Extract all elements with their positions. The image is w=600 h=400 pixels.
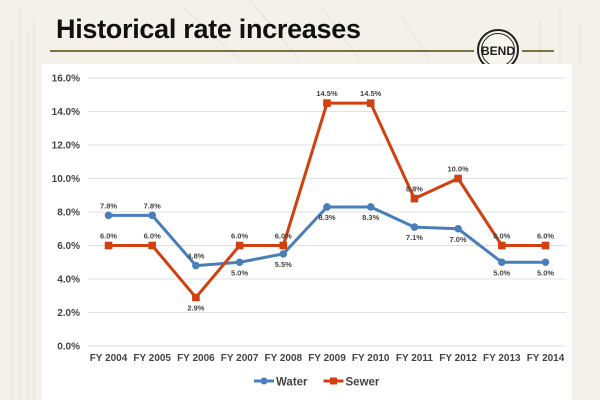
y-tick-label: 12.0% <box>52 141 80 152</box>
water-data-label: 5.0% <box>537 268 554 277</box>
y-tick-label: 16.0% <box>52 74 80 85</box>
water-data-point <box>104 211 113 220</box>
sewer-data-point <box>454 174 462 183</box>
x-tick-label: FY 2006 <box>177 353 215 364</box>
water-data-point <box>279 250 288 258</box>
water-data-point <box>541 258 550 267</box>
sewer-data-label: 6.0% <box>493 232 510 241</box>
water-data-point <box>410 223 419 231</box>
water-data-label: 5.0% <box>231 268 248 277</box>
sewer-data-label: 8.8% <box>406 185 423 194</box>
sewer-data-label: 6.0% <box>100 232 117 241</box>
sewer-data-point <box>410 194 419 203</box>
y-tick-label: 6.0% <box>57 241 80 252</box>
water-data-label: 7.8% <box>100 201 117 210</box>
sewer-data-point <box>104 241 113 250</box>
water-data-point <box>323 203 331 211</box>
water-data-point <box>235 258 244 267</box>
x-tick-label: FY 2005 <box>133 353 171 364</box>
chart-panel <box>42 64 572 400</box>
sewer-data-label: 6.0% <box>537 232 554 241</box>
sewer-data-point <box>366 99 375 107</box>
sewer-legend-label: Sewer <box>346 377 380 389</box>
y-tick-label: 14.0% <box>52 107 80 118</box>
water-data-label: 4.8% <box>187 252 204 261</box>
x-tick-label: FY 2010 <box>352 353 390 364</box>
x-tick-label: FY 2004 <box>90 353 128 364</box>
logo-text: BEND <box>481 44 515 58</box>
x-tick-label: FY 2008 <box>264 353 302 364</box>
water-data-point <box>366 203 375 211</box>
sewer-legend-marker <box>330 377 337 385</box>
x-tick-label: FY 2014 <box>527 353 565 364</box>
y-tick-label: 2.0% <box>57 308 80 319</box>
sewer-data-point <box>279 241 288 250</box>
sewer-data-point <box>541 241 550 250</box>
sewer-data-point <box>498 241 506 250</box>
sewer-data-label: 2.9% <box>187 303 204 312</box>
water-data-point <box>192 261 200 270</box>
x-tick-label: FY 2009 <box>308 353 346 364</box>
sewer-data-label: 6.0% <box>231 232 248 241</box>
water-legend-marker <box>260 377 268 385</box>
sewer-data-point <box>323 99 331 107</box>
title-underline-right <box>522 50 554 52</box>
water-data-label: 5.0% <box>493 268 510 277</box>
sewer-data-label: 14.5% <box>360 89 382 98</box>
sewer-data-label: 6.0% <box>144 232 161 241</box>
water-data-label: 5.5% <box>275 260 292 269</box>
y-tick-label: 0.0% <box>57 342 80 353</box>
sewer-data-label: 6.0% <box>275 232 292 241</box>
water-data-label: 7.8% <box>144 201 161 210</box>
water-data-point <box>454 224 462 233</box>
sewer-series-line <box>108 101 546 299</box>
sewer-data-point <box>148 241 156 250</box>
sewer-data-label: 14.5% <box>316 89 338 98</box>
x-tick-label: FY 2013 <box>483 353 521 364</box>
title-underline <box>50 50 474 52</box>
sewer-data-label: 10.0% <box>447 165 469 174</box>
slide-title: Historical rate increases <box>56 14 361 44</box>
y-tick-label: 4.0% <box>57 275 80 286</box>
water-data-label: 8.3% <box>318 213 335 222</box>
water-data-label: 8.3% <box>362 213 379 222</box>
y-tick-label: 10.0% <box>52 174 80 185</box>
water-legend-label: Water <box>276 377 308 389</box>
water-data-point <box>148 211 156 220</box>
y-tick-label: 8.0% <box>57 208 80 219</box>
water-data-point <box>498 258 506 267</box>
water-data-label: 7.1% <box>406 233 423 242</box>
sewer-data-point <box>235 241 244 250</box>
water-data-label: 7.0% <box>450 235 467 244</box>
x-tick-label: FY 2007 <box>221 353 259 364</box>
sewer-data-point <box>192 293 200 302</box>
x-tick-label: FY 2011 <box>396 353 434 364</box>
x-tick-label: FY 2012 <box>439 353 477 364</box>
